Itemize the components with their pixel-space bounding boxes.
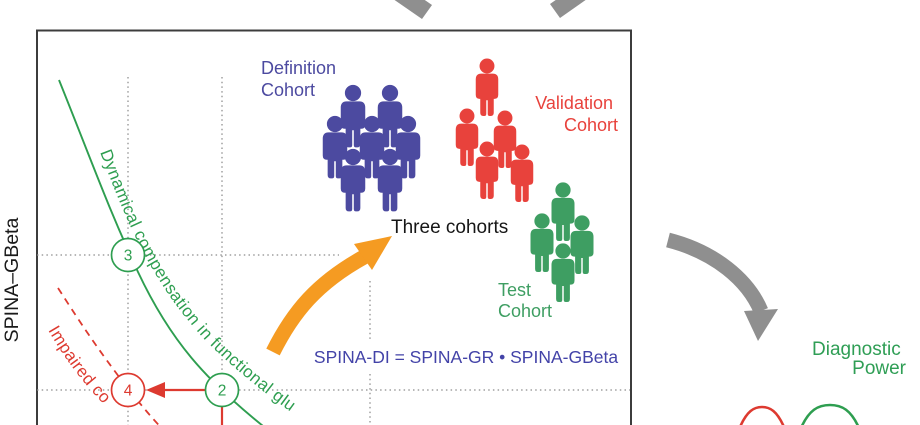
y-axis-label: SPINA–GBeta <box>1 218 23 343</box>
top-arrow-stub-right <box>550 0 586 18</box>
plot-frame <box>36 29 632 425</box>
definition-cohort-label-line1: Definition <box>261 58 336 78</box>
distribution-curve-red <box>739 405 785 425</box>
node-3: 3 <box>110 237 146 273</box>
gray-arrow-shaft <box>666 232 768 315</box>
diagnostic-power-label: Diagnostic Power <box>812 339 907 379</box>
definition-cohort-label: Definition Cohort <box>261 58 341 100</box>
distribution-curve-green <box>801 403 859 425</box>
definition-cohort-label-line2: Cohort <box>261 80 315 100</box>
orange-arrow <box>266 236 392 356</box>
node-4: 4 <box>110 372 146 408</box>
arrow-node2-to-node4-head <box>146 382 165 398</box>
gray-arrow-to-diagnostic <box>666 232 778 341</box>
equation-label: SPINA-DI = SPINA-GR • SPINA-GBeta <box>314 347 618 367</box>
node-4-circle <box>110 372 146 408</box>
node-2: 2 <box>204 372 240 408</box>
three-cohorts-label: Three cohorts <box>391 217 508 238</box>
arrow-node2-to-node4 <box>146 382 205 398</box>
test-cohort-label-line1: Test <box>498 280 531 300</box>
validation-cohort-label: Validation Cohort <box>535 93 618 135</box>
node-3-circle <box>110 237 146 273</box>
orange-arrow-shaft <box>266 250 368 356</box>
node-3-label: 3 <box>124 248 133 265</box>
validation-cohort-label-line1: Validation <box>535 93 613 113</box>
test-cohort-label-line2: Cohort <box>498 301 552 321</box>
diagnostic-power-line1: Diagnostic <box>812 339 901 360</box>
diagnostic-power-line2: Power <box>852 358 907 379</box>
validation-cohort-label-line2: Cohort <box>564 115 618 135</box>
test-cohort-label: Test Cohort <box>498 280 552 321</box>
gray-arrow-head <box>744 309 778 341</box>
node-4-label: 4 <box>124 383 133 400</box>
orange-arrow-head <box>354 236 392 270</box>
node-2-label: 2 <box>218 383 227 400</box>
node-2-circle <box>204 372 240 408</box>
top-arrow-stub-left <box>394 0 432 19</box>
